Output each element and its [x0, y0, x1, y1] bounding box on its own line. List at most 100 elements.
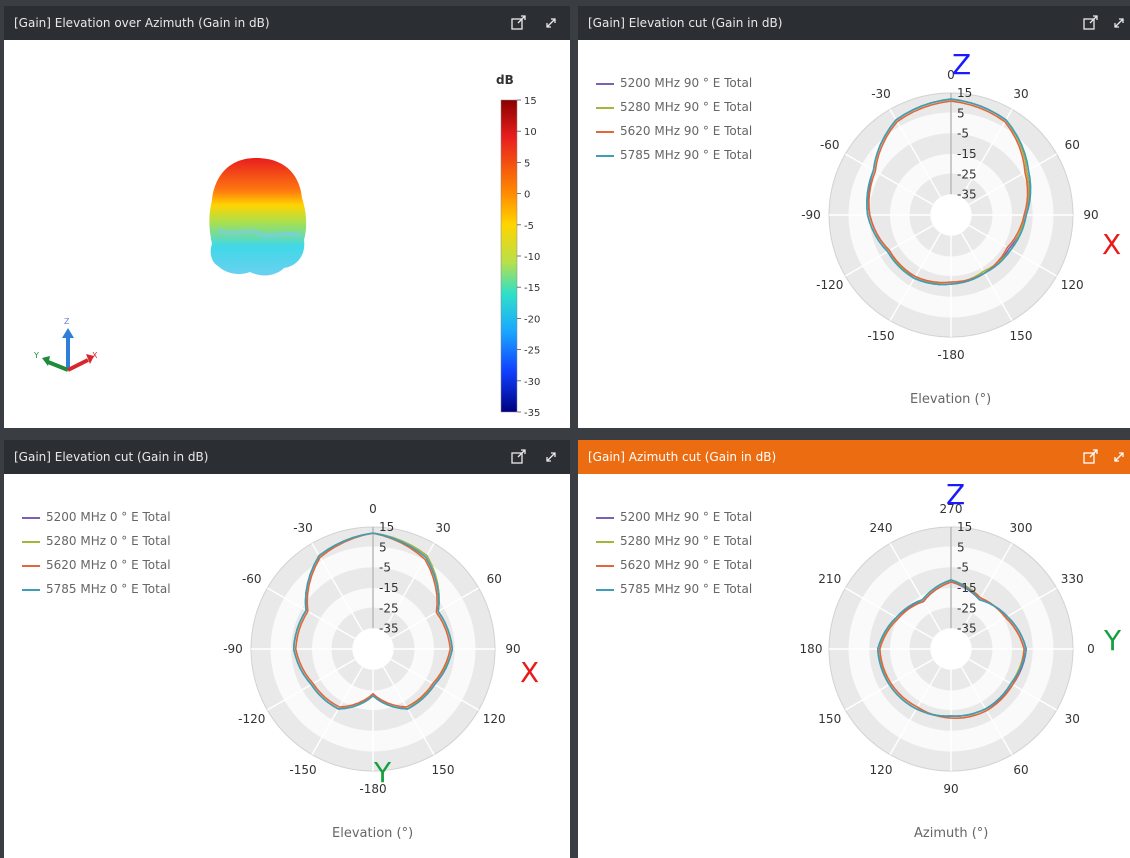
angle-tick-label: 0 — [1087, 642, 1095, 656]
axis-y-label: Y — [33, 351, 39, 360]
polar-spoke — [889, 542, 942, 632]
legend-swatch — [596, 589, 614, 591]
angle-tick-label: 120 — [1061, 278, 1084, 292]
colorbar-gradient — [500, 99, 518, 413]
panel-header: [Gain] Elevation cut (Gain in dB) — [4, 440, 570, 474]
angle-tick-label: -150 — [867, 329, 894, 343]
angle-tick-label: 0 — [369, 502, 377, 516]
angle-tick-label: 120 — [483, 712, 506, 726]
polar-spoke — [382, 666, 435, 756]
panel-3d-pattern: [Gain] Elevation over Azimuth (Gain in d… — [4, 6, 570, 428]
legend-label: 5280 MHz 90 ° E Total — [620, 534, 753, 548]
overlay-label-x: X — [1102, 228, 1122, 261]
panel-title: [Gain] Elevation cut (Gain in dB) — [14, 450, 209, 464]
polar-chart[interactable]: 270 300 330 0 30 60 90 120 150 180 210 240 15 5 -5 -15 -… — [578, 440, 1130, 858]
radial-tick-label: -5 — [957, 127, 969, 141]
radial-tick-label: -15 — [957, 581, 977, 595]
polar-ring — [352, 628, 394, 670]
colorbar: dB 15 10 5 0 -5 -10 -15 -20 -25 -30 -35 — [496, 73, 540, 419]
overlay-label-y: Y — [374, 756, 392, 789]
popout-icon[interactable] — [1082, 14, 1100, 32]
expand-icon[interactable] — [542, 448, 560, 466]
pattern-3d[interactable]: Z Y X dB 15 10 5 0 -5 -10 -15 -20 -25 -30 -35 — [4, 40, 570, 428]
axis-title: Elevation (°) — [332, 826, 414, 841]
panel-azimuth-cut: [Gain] Azimuth cut (Gain in dB) 5200 MHz… — [578, 440, 1130, 858]
panel-header: [Gain] Elevation over Azimuth (Gain in d… — [4, 6, 570, 40]
expand-icon[interactable] — [542, 14, 560, 32]
series-line-4[interactable] — [876, 579, 1028, 718]
panel-header: [Gain] Elevation cut (Gain in dB) — [578, 6, 1130, 40]
legend-label: 5620 MHz 0 ° E Total — [46, 558, 171, 572]
legend-label: 5785 MHz 90 ° E Total — [620, 582, 753, 596]
polar-spoke — [889, 666, 942, 756]
popout-icon[interactable] — [510, 448, 528, 466]
colorbar-tick-label: -5 — [524, 221, 534, 232]
axis-z-label: Z — [64, 317, 70, 326]
angle-tick-label: 180 — [800, 642, 823, 656]
legend-swatch — [22, 589, 40, 591]
expand-icon[interactable] — [1110, 14, 1128, 32]
radial-tick-label: -5 — [957, 561, 969, 575]
colorbar-tick-label: 10 — [524, 127, 537, 138]
angle-tick-label: 60 — [1013, 763, 1028, 777]
legend-swatch — [596, 517, 614, 519]
angle-tick-label: -60 — [242, 572, 262, 586]
radial-tick-label: -35 — [957, 188, 977, 202]
polar-ring — [930, 194, 972, 236]
legend-label: 5200 MHz 0 ° E Total — [46, 510, 171, 524]
legend-label: 5620 MHz 90 ° E Total — [620, 124, 753, 138]
expand-icon[interactable] — [1110, 448, 1128, 466]
polar-spoke — [844, 587, 934, 640]
radial-tick-label: -5 — [379, 561, 391, 575]
legend-label: 5785 MHz 90 ° E Total — [620, 148, 753, 162]
axis-triad: Z Y X — [33, 317, 98, 372]
polar-ring — [930, 628, 972, 670]
colorbar-tick-label: 5 — [524, 158, 530, 169]
angle-tick-label: -30 — [293, 521, 313, 535]
polar-spoke — [390, 587, 480, 640]
legend-swatch — [22, 517, 40, 519]
polar-spoke — [968, 224, 1058, 277]
angle-tick-label: -180 — [937, 348, 964, 362]
colorbar-tick-label: 0 — [524, 190, 530, 201]
polar-chart[interactable]: 0 30 60 90 120 150 -180 -150 -120 -90 -60 -30 15 5 -5 -… — [4, 440, 570, 858]
axis-title: Elevation (°) — [910, 392, 992, 407]
series-line-4[interactable] — [292, 532, 454, 710]
angle-tick-label: 90 — [505, 642, 520, 656]
series-line-3[interactable] — [878, 581, 1026, 720]
angle-tick-label: -30 — [871, 87, 891, 101]
overlay-label-x: X — [520, 656, 540, 689]
series-line-4[interactable] — [866, 98, 1032, 286]
polar-spoke — [968, 587, 1058, 640]
polar-chart[interactable]: 0 30 60 90 120 150 -180 -150 -120 -90 -60 -30 15 5 -5 -… — [578, 6, 1130, 428]
angle-tick-label: -120 — [816, 278, 843, 292]
series-line-3[interactable] — [868, 100, 1029, 284]
colorbar-tick-label: -20 — [524, 314, 540, 325]
angle-tick-label: 60 — [1065, 138, 1080, 152]
legend-label: 5280 MHz 0 ° E Total — [46, 534, 171, 548]
angle-tick-label: -120 — [238, 712, 265, 726]
legend-label: 5280 MHz 90 ° E Total — [620, 100, 753, 114]
popout-icon[interactable] — [510, 14, 528, 32]
angle-tick-label: 240 — [870, 521, 893, 535]
panel-title: [Gain] Elevation cut (Gain in dB) — [588, 16, 783, 30]
series-line-3[interactable] — [294, 532, 452, 708]
radial-tick-label: -35 — [957, 622, 977, 636]
polar-spoke — [266, 587, 356, 640]
legend-swatch — [596, 107, 614, 109]
polar-spoke — [311, 666, 364, 756]
angle-tick-label: 90 — [1083, 208, 1098, 222]
axis-title: Azimuth (°) — [914, 826, 989, 841]
popout-icon[interactable] — [1082, 448, 1100, 466]
radial-tick-label: -15 — [957, 147, 977, 161]
radial-tick-label: 15 — [957, 520, 972, 534]
panel-elevation-cut-90: [Gain] Elevation cut (Gain in dB) 5200 M… — [578, 6, 1130, 428]
radial-tick-label: 15 — [957, 86, 972, 100]
angle-tick-label: 150 — [1010, 329, 1033, 343]
radial-tick-label: -25 — [957, 601, 977, 615]
angle-tick-label: 330 — [1061, 572, 1084, 586]
angle-tick-label: -180 — [359, 782, 386, 796]
angle-tick-label: 210 — [818, 572, 841, 586]
angle-tick-label: -60 — [820, 138, 840, 152]
legend-swatch — [596, 155, 614, 157]
